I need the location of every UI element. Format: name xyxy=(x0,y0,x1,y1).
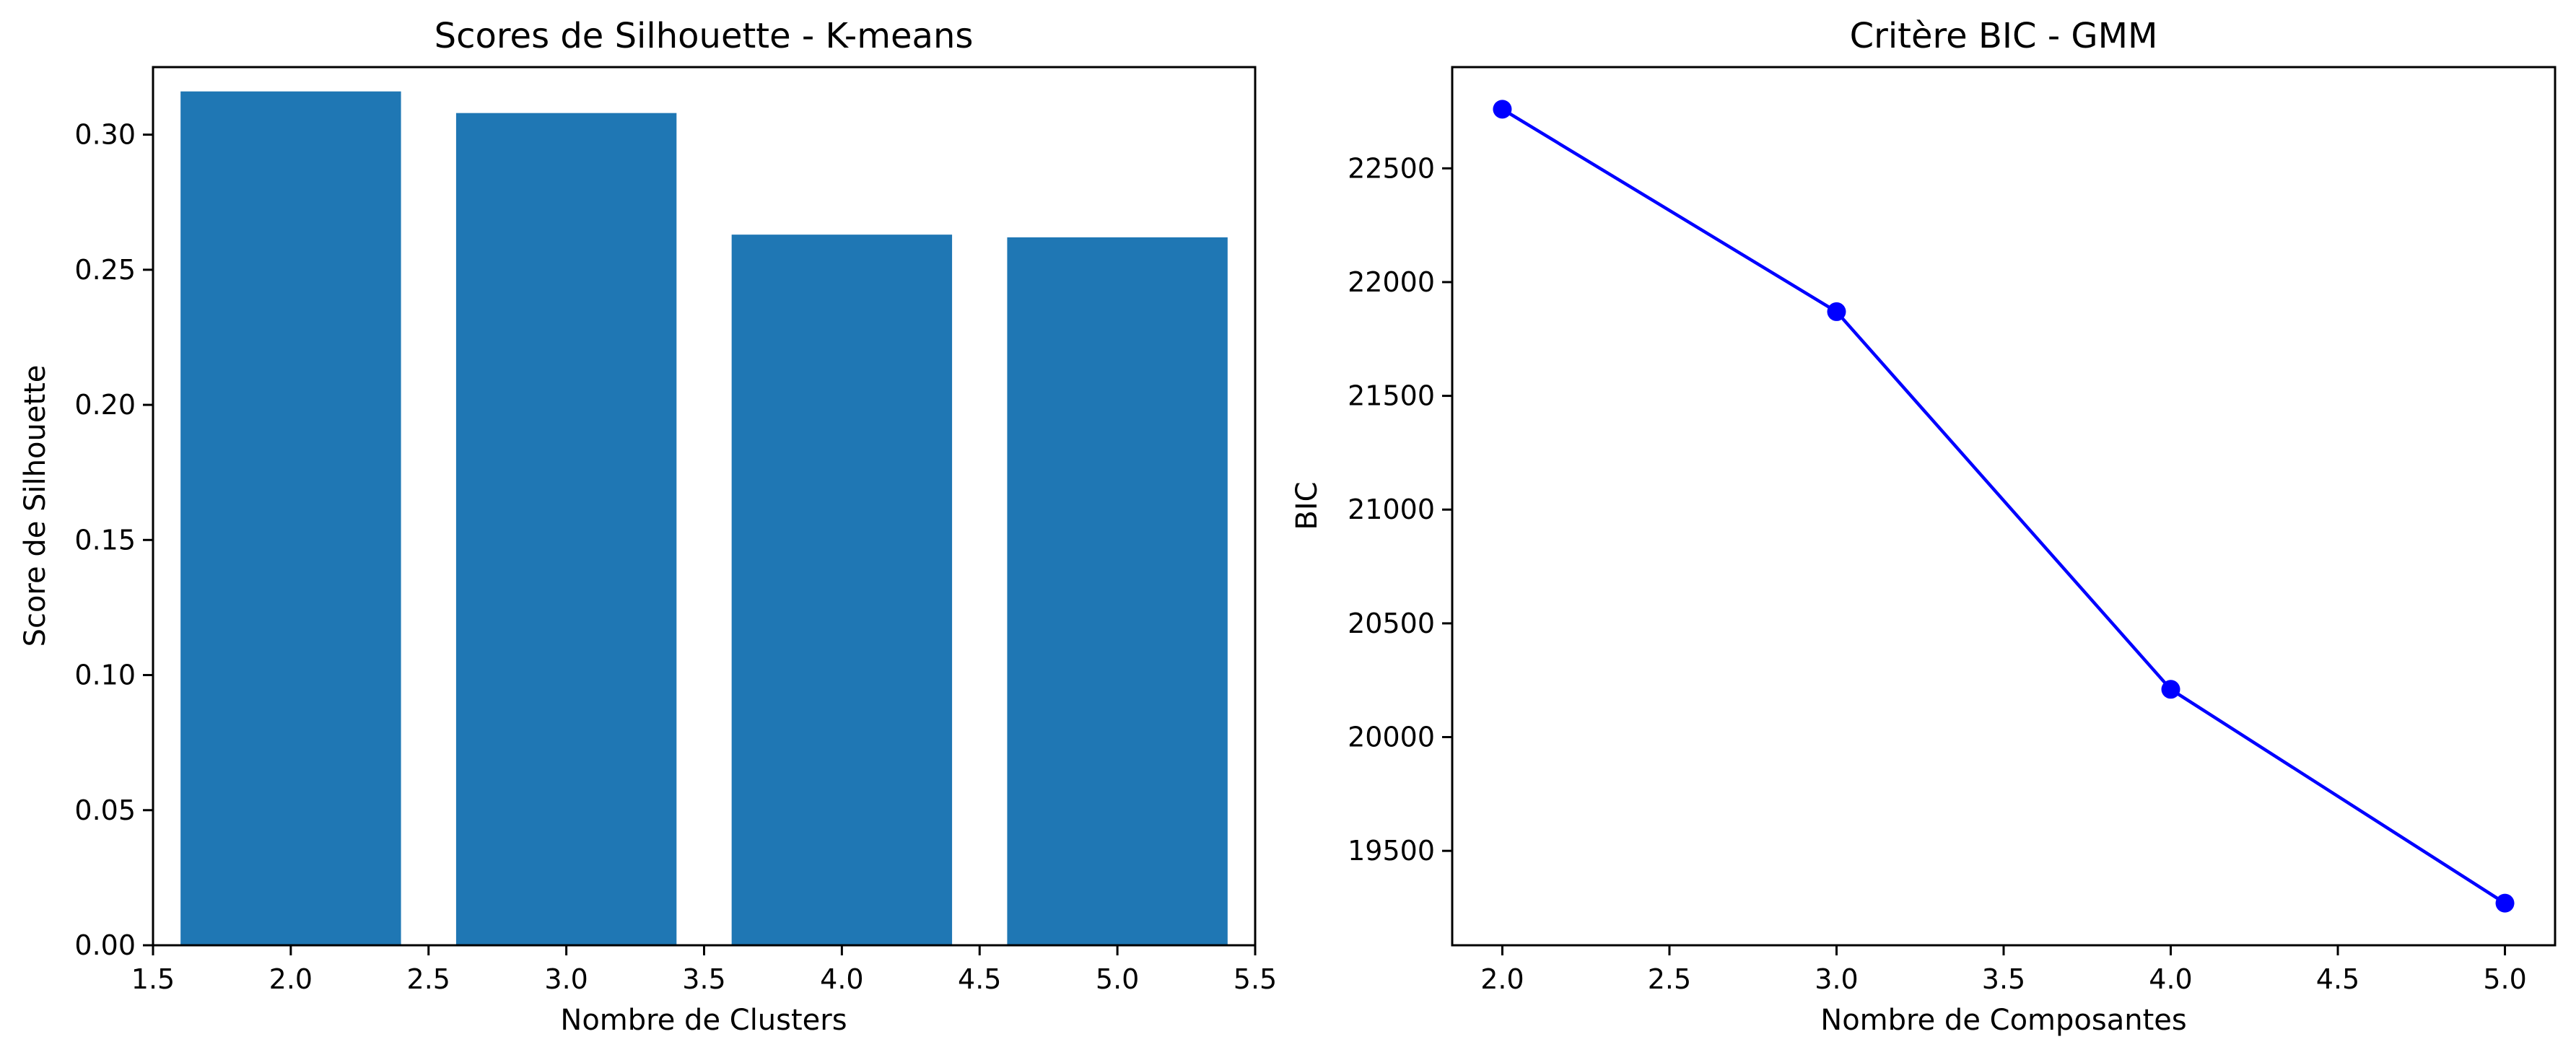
bar xyxy=(731,235,953,946)
x-tick-label: 4.0 xyxy=(820,963,863,995)
y-tick-label: 20000 xyxy=(1348,722,1435,753)
x-tick-label: 2.5 xyxy=(1648,963,1691,995)
x-tick-label: 3.5 xyxy=(1982,963,2025,995)
y-tick-label: 22000 xyxy=(1348,266,1435,298)
y-tick-label: 20500 xyxy=(1348,608,1435,639)
x-tick-label: 1.5 xyxy=(131,963,175,995)
x-tick-label: 2.0 xyxy=(269,963,313,995)
data-point xyxy=(1493,100,1512,119)
bar xyxy=(1007,237,1228,945)
y-axis-ticks: 19500 20000 20500 21000 21500 22000 22500 xyxy=(1348,152,1452,867)
series-line xyxy=(1501,108,2506,905)
y-tick-label: 0.00 xyxy=(74,929,136,961)
y-axis-label: Score de Silhouette xyxy=(19,365,52,647)
plot-marks xyxy=(180,91,1228,946)
chart-title: Critère BIC - GMM xyxy=(1850,16,2158,56)
x-tick-label: 5.5 xyxy=(1234,963,1277,995)
plot-marks xyxy=(1493,100,2515,913)
silhouette-bar-chart: Scores de Silhouette - K-means 1.5 2.0 2.5… xyxy=(19,16,1277,1037)
x-tick-label: 5.0 xyxy=(2483,963,2526,995)
data-point xyxy=(2161,680,2180,699)
y-tick-label: 0.25 xyxy=(74,254,136,286)
data-point xyxy=(1827,302,1846,321)
y-tick-label: 0.10 xyxy=(74,660,136,691)
x-axis-ticks: 1.5 2.0 2.5 3.0 3.5 4.0 4.5 5.0 5.5 xyxy=(131,945,1277,995)
x-tick-label: 2.0 xyxy=(1480,963,1524,995)
y-tick-label: 0.20 xyxy=(74,389,136,421)
x-axis-label: Nombre de Clusters xyxy=(560,1004,847,1037)
bic-line-chart: Critère BIC - GMM 2.0 2.5 3.0 3.5 4.0 4.5 5.0 … xyxy=(1291,16,2557,1037)
x-tick-label: 3.0 xyxy=(1815,963,1858,995)
y-tick-label: 22500 xyxy=(1348,152,1435,184)
x-tick-label: 4.0 xyxy=(2149,963,2192,995)
x-tick-label: 4.5 xyxy=(2316,963,2359,995)
y-tick-label: 21500 xyxy=(1348,380,1435,412)
plot-frame xyxy=(152,66,1257,947)
x-tick-label: 2.5 xyxy=(407,963,450,995)
x-tick-label: 4.5 xyxy=(958,963,1001,995)
x-axis-label: Nombre de Composantes xyxy=(1820,1004,2186,1037)
y-tick-label: 0.30 xyxy=(74,119,136,151)
x-tick-label: 5.0 xyxy=(1096,963,1139,995)
y-axis-label: BIC xyxy=(1291,481,1324,530)
x-tick-label: 3.0 xyxy=(544,963,588,995)
chart-title: Scores de Silhouette - K-means xyxy=(435,16,974,56)
bar xyxy=(180,91,401,945)
plot-frame xyxy=(1451,66,2557,947)
y-axis-ticks: 0.00 0.05 0.10 0.15 0.20 0.25 0.30 xyxy=(74,119,153,961)
y-tick-label: 0.05 xyxy=(74,794,136,826)
y-tick-label: 21000 xyxy=(1348,494,1435,525)
y-tick-label: 19500 xyxy=(1348,835,1435,867)
bar xyxy=(455,113,677,946)
x-tick-label: 3.5 xyxy=(682,963,725,995)
y-tick-label: 0.15 xyxy=(74,524,136,556)
x-axis-ticks: 2.0 2.5 3.0 3.5 4.0 4.5 5.0 xyxy=(1480,945,2527,995)
data-point xyxy=(2495,893,2515,913)
